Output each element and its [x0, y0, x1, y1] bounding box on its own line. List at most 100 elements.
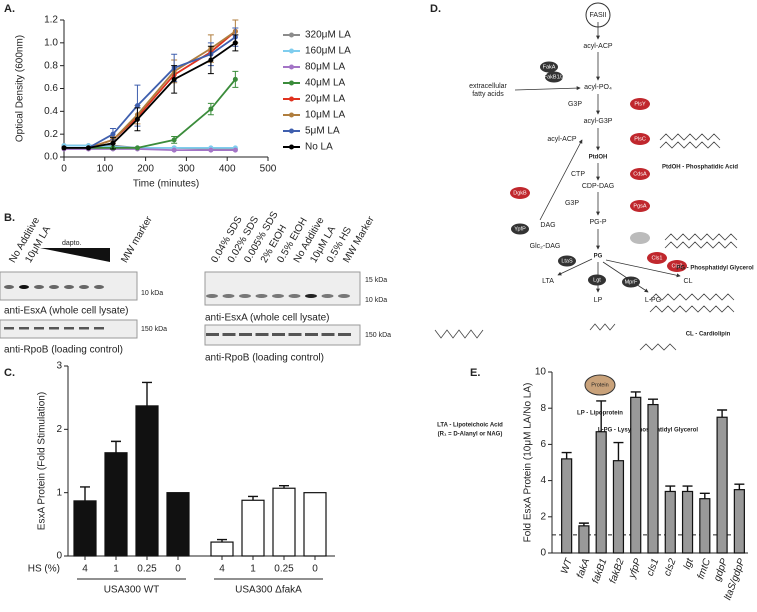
data-point	[134, 145, 140, 151]
metabolite: PG	[594, 254, 603, 260]
metabolite: L-PG	[645, 297, 661, 304]
band	[49, 327, 59, 330]
panel-label: D.	[430, 3, 441, 15]
chemical-structure	[649, 305, 735, 313]
x-axis-label: HS (%)	[28, 564, 60, 575]
x-tick-label: 300	[178, 164, 195, 175]
band	[272, 333, 285, 336]
bar	[578, 525, 590, 554]
protein-label: LtaS	[561, 258, 573, 264]
enzyme-label: PgsA	[633, 203, 646, 209]
x-tick-label: 4	[82, 564, 88, 575]
legend-marker	[289, 48, 294, 54]
blot-caption: anti-RpoB (loading control)	[205, 353, 324, 364]
band	[34, 285, 44, 289]
x-tick-label: gdpP	[712, 557, 730, 583]
legend-marker	[289, 32, 294, 38]
blot	[204, 271, 361, 306]
band	[288, 294, 301, 298]
bar	[716, 416, 728, 554]
x-tick-label: lgt	[682, 556, 696, 571]
x-tick-label: fakB2	[608, 557, 627, 585]
y-tick-label: 0.8	[44, 60, 58, 71]
enzyme	[630, 200, 650, 212]
enzyme-label: PlsY	[634, 101, 646, 107]
band	[64, 285, 74, 289]
band	[206, 294, 218, 298]
bar	[73, 500, 97, 557]
band	[239, 333, 252, 336]
legend-label: 80μM LA	[305, 62, 346, 73]
metabolite: DAG	[540, 222, 555, 229]
protein	[588, 274, 606, 286]
marker-label: 150 kDa	[365, 332, 391, 339]
data-point	[171, 147, 177, 153]
bar	[595, 431, 607, 554]
data-point	[85, 145, 91, 151]
marker-label: 10 kDa	[141, 290, 163, 297]
band	[4, 327, 14, 330]
y-tick-label: 1.0	[44, 37, 58, 48]
bar	[561, 458, 573, 554]
protein-label: Lgt	[593, 277, 601, 283]
protein	[558, 255, 576, 267]
error-bar	[142, 381, 152, 406]
band	[255, 294, 268, 298]
metabolite: FASII	[589, 12, 606, 19]
error-bar	[561, 451, 572, 459]
data-point	[171, 137, 177, 143]
protein-label: MprF	[625, 279, 638, 285]
error-bar	[734, 483, 745, 490]
metabolite: G3P	[565, 200, 579, 207]
error-bar	[699, 492, 710, 499]
data-point	[134, 116, 140, 122]
band	[222, 333, 236, 336]
panel-label: A.	[4, 3, 15, 15]
panel-label: C.	[4, 367, 15, 379]
structure-caption: CL - Cardiolipin	[686, 332, 731, 338]
structure-caption: LTA - Lipoteichoic Acid	[437, 423, 503, 429]
bar	[303, 492, 327, 557]
band	[64, 327, 74, 330]
series-line	[64, 78, 237, 149]
band	[206, 333, 219, 336]
data-point	[208, 147, 214, 153]
bar	[647, 403, 659, 554]
y-tick-label: 0	[540, 548, 546, 559]
data-point	[171, 76, 177, 82]
gradient-wedge	[40, 248, 110, 262]
chemical-structure	[589, 323, 616, 331]
x-tick-label: 100	[96, 164, 113, 175]
legend-label: 160μM LA	[305, 46, 351, 57]
error-bar	[682, 485, 693, 492]
enzyme	[667, 260, 687, 272]
enzyme-label: CdsA	[633, 171, 647, 177]
x-tick-label: 400	[219, 164, 236, 175]
protein-label: YpfP	[514, 226, 526, 232]
chemical-structure	[659, 141, 721, 149]
enzyme-label: PlsC	[634, 136, 646, 142]
x-tick-label: 4	[219, 564, 225, 575]
band	[272, 294, 284, 298]
band	[239, 294, 251, 298]
metabolite: LTA	[542, 278, 554, 285]
x-tick-label: 0.25	[274, 564, 294, 575]
panel-label: E.	[470, 367, 480, 379]
structure-caption: PtdOH - Phosphatidic Acid	[662, 165, 738, 171]
enzyme-label: Cls2	[671, 263, 682, 269]
error-bar	[111, 440, 121, 453]
enzyme	[630, 133, 650, 145]
y-axis-label: Fold EsxA Protein (10μM LA/No LA)	[523, 383, 534, 543]
band	[338, 294, 350, 298]
error-bar	[630, 391, 641, 398]
x-tick-label: fakB1	[590, 557, 609, 585]
y-axis-label: Optical Density (600nm)	[15, 35, 26, 142]
x-tick-label: 1	[250, 564, 256, 575]
metabolite: G3P	[568, 101, 582, 108]
data-point	[208, 57, 214, 63]
band	[255, 333, 269, 336]
legend-marker	[289, 64, 294, 70]
bar	[210, 541, 234, 557]
